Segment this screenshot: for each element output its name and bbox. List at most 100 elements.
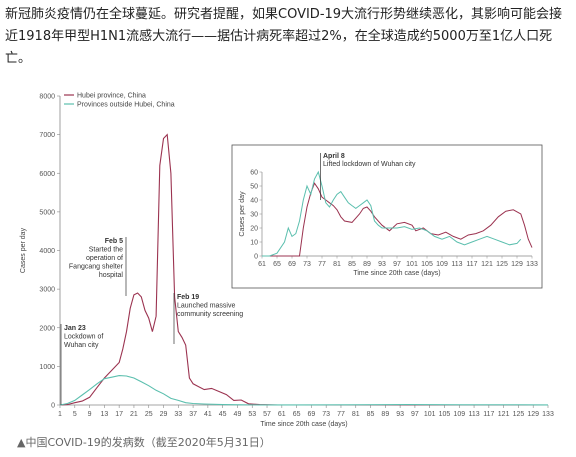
x-tick-label: 37 — [189, 411, 197, 418]
x-tick-label: 109 — [453, 411, 465, 418]
x-tick-label: 45 — [219, 411, 227, 418]
inset-outside-hubei-series-line — [262, 170, 522, 257]
y-tick-label: 0 — [51, 403, 55, 410]
inset-x-tick-label: 97 — [393, 261, 401, 268]
intro-paragraph: 新冠肺炎疫情仍在全球蔓延。研究者提醒，如果COVID-19大流行形势继续恶化，其… — [5, 7, 563, 66]
x-tick-label: 33 — [174, 411, 182, 418]
x-tick-label: 13 — [100, 411, 108, 418]
x-tick-label: 85 — [367, 411, 375, 418]
x-tick-label: 121 — [498, 411, 510, 418]
inset-y-tick-label: 0 — [254, 254, 258, 261]
annotation-line: Feb 5 — [105, 238, 123, 245]
x-tick-label: 9 — [88, 411, 92, 418]
x-tick-label: 97 — [411, 411, 419, 418]
x-tick-label: 93 — [396, 411, 404, 418]
annotation-line: Fangcang shelter — [69, 264, 124, 271]
x-tick-label: 129 — [527, 411, 539, 418]
x-tick-label: 77 — [337, 411, 345, 418]
annotation-line: Started the — [89, 247, 123, 254]
inset-x-tick-label: 109 — [436, 261, 448, 268]
inset-x-tick-label: 117 — [466, 261, 477, 268]
inset-x-axis-title: Time since 20th case (days) — [353, 270, 440, 277]
inset-frame — [231, 144, 543, 289]
covid-china-chart: 0 1000 2000 3000 4000 5000 6000 7000 8000 1 5 9 13 17… — [20, 93, 554, 429]
x-tick-label: 5 — [73, 411, 77, 418]
outside-hubei-series-line — [59, 375, 549, 406]
y-axis-title: Cases per day — [20, 227, 27, 273]
inset-x-tick-label: 101 — [406, 261, 418, 268]
x-tick-label: 73 — [322, 411, 330, 418]
inset-x-tick-label: 121 — [481, 261, 493, 268]
x-tick-label: 57 — [263, 411, 271, 418]
inset-x-tick-label: 133 — [526, 261, 538, 268]
y-tick-label: 3000 — [39, 287, 55, 294]
annotation-line: Lockdown of — [64, 334, 103, 341]
inset-x-tick-label: 105 — [421, 261, 433, 268]
y-tick-label: 5000 — [39, 209, 55, 216]
main-lines — [59, 133, 549, 406]
x-tick-label: 125 — [513, 411, 525, 418]
x-tick-label: 113 — [468, 411, 479, 418]
annotation-line: operation of — [86, 255, 123, 262]
inset-x-tick-label: 113 — [451, 261, 462, 268]
y-tick-label: 7000 — [39, 132, 55, 139]
inset-x-tick-label: 125 — [496, 261, 508, 268]
y-tick-label: 4000 — [39, 248, 55, 255]
x-tick-label: 29 — [160, 411, 168, 418]
x-tick-label: 69 — [307, 411, 315, 418]
inset-x-tick-label: 85 — [348, 261, 356, 268]
y-tick-label: 8000 — [39, 94, 55, 101]
figure-caption: ▲中国COVID-19的发病数（截至2020年5月31日） — [17, 436, 271, 449]
inset-y-tick-label: 10 — [250, 240, 258, 247]
inset-y-tick-label: 20 — [250, 226, 258, 233]
legend-label: Hubei province, China — [77, 93, 146, 100]
x-axis-title: Time since 20th case (days) — [260, 421, 347, 428]
x-tick-label: 89 — [381, 411, 389, 418]
annotation-line: Lifted lockdown of Wuhan city — [323, 161, 416, 168]
x-tick-label: 117 — [483, 411, 494, 418]
annotation-line: Wuhan city — [64, 342, 99, 349]
x-tick-label: 53 — [248, 411, 256, 418]
legend: Hubei province, China Provinces outside H… — [64, 93, 175, 109]
annotation-line: community screening — [177, 311, 243, 318]
x-tick-label: 105 — [439, 411, 451, 418]
x-tick-label: 101 — [424, 411, 436, 418]
annotation-line: Launched massive — [177, 303, 235, 310]
inset-x-tick-label: 65 — [273, 261, 281, 268]
hubei-series-line — [59, 133, 548, 406]
inset-hubei-series-line — [262, 182, 533, 257]
inset-y-tick-label: 30 — [250, 212, 258, 219]
x-tick-label: 49 — [234, 411, 242, 418]
inset-x-tick-label: 93 — [378, 261, 386, 268]
annotation-line: hospital — [99, 272, 124, 279]
annotation-line: Jan 23 — [64, 325, 86, 332]
legend-label: Provinces outside Hubei, China — [77, 102, 175, 109]
x-tick-label: 65 — [293, 411, 301, 418]
inset-x-tick-label: 129 — [511, 261, 523, 268]
inset-y-tick-label: 50 — [250, 184, 258, 191]
inset-y-tick-label: 60 — [250, 170, 258, 177]
inset-x-tick-label: 81 — [333, 261, 341, 268]
x-tick-label: 17 — [115, 411, 123, 418]
y-tick-label: 1000 — [39, 364, 55, 371]
x-tick-label: 25 — [145, 411, 153, 418]
x-tick-label: 41 — [204, 411, 212, 418]
x-tick-label: 81 — [352, 411, 360, 418]
inset-y-axis-title: Cases per day — [239, 191, 246, 237]
x-tick-label: 133 — [542, 411, 554, 418]
x-tick-label: 61 — [278, 411, 286, 418]
annotation-line: April 8 — [323, 153, 345, 160]
y-tick-label: 2000 — [39, 325, 55, 332]
inset-x-tick-label: 89 — [363, 261, 371, 268]
annotation-line: Feb 19 — [177, 294, 199, 301]
x-tick-label: 1 — [58, 411, 62, 418]
inset-x-tick-label: 77 — [318, 261, 326, 268]
inset-x-tick-label: 61 — [258, 261, 266, 268]
inset-x-tick-label: 69 — [288, 261, 296, 268]
